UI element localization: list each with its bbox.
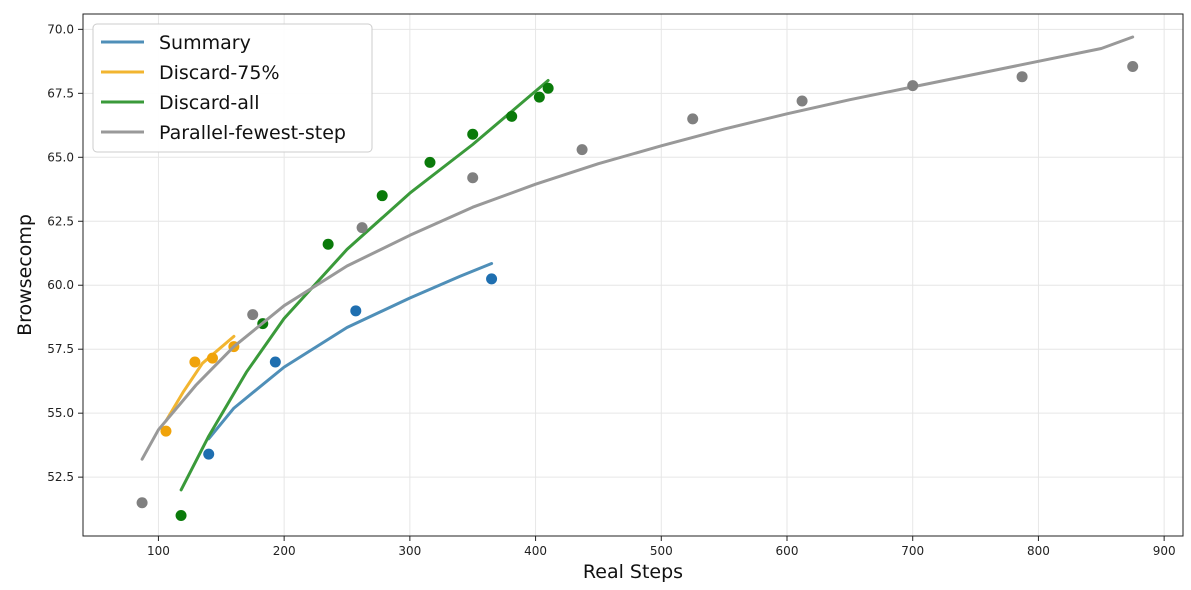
data-point (136, 497, 148, 509)
y-tick-label: 70.0 (47, 22, 74, 36)
y-tick-label: 60.0 (47, 278, 74, 292)
x-tick-label: 200 (273, 544, 296, 558)
x-axis-title: Real Steps (583, 561, 683, 583)
x-tick-label: 600 (776, 544, 799, 558)
y-tick-label: 55.0 (47, 406, 74, 420)
data-point (467, 128, 479, 140)
data-point (322, 238, 334, 250)
x-axis-ticks: 100 200 300 400 500 600 700 800 900 (147, 536, 1176, 558)
data-point (175, 510, 187, 522)
legend-box (92, 23, 373, 153)
data-point (467, 172, 479, 184)
data-point (533, 91, 545, 103)
y-tick-label: 57.5 (47, 342, 74, 356)
data-point (189, 356, 201, 368)
series-0 (203, 262, 498, 460)
data-point (576, 144, 588, 156)
data-point (542, 82, 554, 94)
data-point (506, 110, 518, 122)
fit-line (164, 334, 236, 423)
x-tick-label: 100 (147, 544, 170, 558)
data-point (356, 222, 368, 234)
data-point (1127, 60, 1139, 72)
y-tick-label: 65.0 (47, 150, 74, 164)
data-point (687, 113, 699, 125)
plot-frame (82, 13, 1184, 537)
x-tick-label: 800 (1027, 544, 1050, 558)
x-tick-label: 700 (901, 544, 924, 558)
y-tick-label: 52.5 (47, 470, 74, 484)
data-point (203, 448, 215, 460)
series-layer (136, 35, 1139, 522)
data-point (424, 156, 436, 168)
data-point (206, 352, 218, 364)
x-tick-label: 900 (1153, 544, 1176, 558)
legend-label: Parallel-fewest-step (159, 122, 346, 144)
fit-line (207, 262, 494, 441)
legend-label: Summary (159, 32, 251, 54)
grid (83, 14, 1183, 536)
x-tick-label: 500 (650, 544, 673, 558)
y-axis-title: Browsecomp (14, 214, 36, 336)
series-1 (160, 334, 240, 437)
data-point (1016, 71, 1028, 83)
data-point (160, 425, 172, 437)
series-3 (136, 35, 1139, 509)
data-point (796, 95, 808, 107)
data-point (247, 309, 259, 321)
data-point (907, 80, 919, 92)
data-point (486, 273, 498, 285)
data-point (376, 190, 388, 202)
y-axis-ticks: 52.5 55.0 57.5 60.0 62.5 65.0 67.5 70.0 (47, 22, 83, 484)
x-tick-label: 300 (398, 544, 421, 558)
fit-line (140, 35, 1135, 461)
legend-label: Discard-all (159, 92, 260, 114)
fit-line (179, 79, 550, 492)
y-tick-label: 62.5 (47, 214, 74, 228)
legend-label: Discard-75% (159, 62, 280, 84)
y-tick-label: 67.5 (47, 86, 74, 100)
data-point (269, 356, 281, 368)
x-tick-label: 400 (524, 544, 547, 558)
legend: Summary Discard-75% Discard-all Parallel-fe… (92, 23, 373, 153)
data-point (350, 305, 362, 317)
